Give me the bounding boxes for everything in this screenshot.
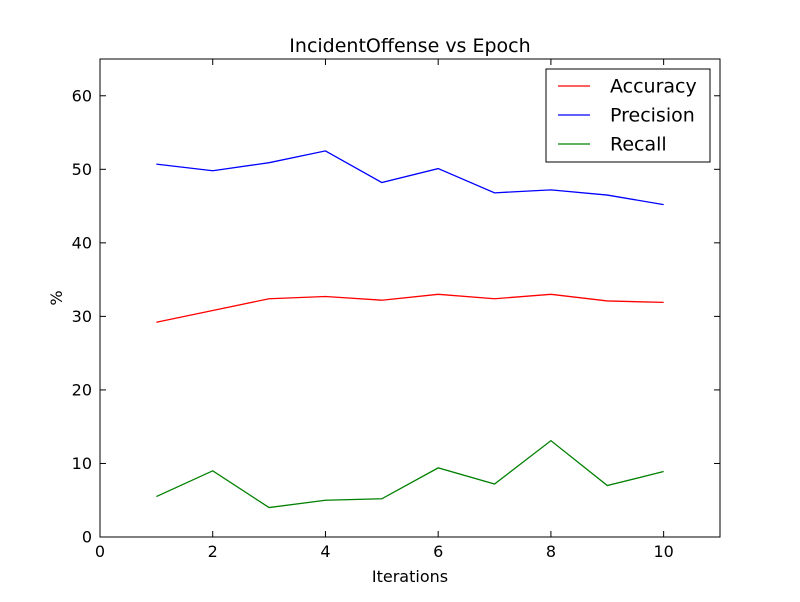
series-line-recall — [156, 439, 664, 509]
x-tick-label: 4 — [320, 542, 330, 561]
y-tick-label: 40 — [72, 233, 92, 252]
x-tick-label: 10 — [653, 542, 673, 561]
y-tick-label: 60 — [72, 86, 92, 105]
axes-frame — [99, 58, 721, 538]
legend: Accuracy Precision Recall — [545, 68, 711, 163]
y-tick-label: 30 — [72, 307, 92, 326]
legend-label-precision: Precision — [610, 105, 695, 127]
y-axis-label: % — [47, 290, 66, 305]
series-line-precision — [156, 150, 664, 206]
y-tick-label: 20 — [72, 380, 92, 399]
x-tick-label: 6 — [433, 542, 443, 561]
y-tick-label: 0 — [82, 528, 92, 547]
legend-label-recall: Recall — [610, 134, 667, 156]
plot-area: 0 2 4 6 8 10 0 10 20 30 40 50 60 — [72, 58, 721, 561]
y-tick-label: 50 — [72, 160, 92, 179]
chart-title: IncidentOffense vs Epoch — [289, 35, 530, 57]
x-tick-label: 2 — [208, 542, 218, 561]
y-tick-label: 10 — [72, 454, 92, 473]
legend-label-accuracy: Accuracy — [610, 76, 697, 98]
series-line-accuracy — [156, 293, 664, 323]
x-tick-label: 0 — [95, 542, 105, 561]
x-axis-label: Iterations — [372, 567, 448, 586]
x-tick-label: 8 — [546, 542, 556, 561]
